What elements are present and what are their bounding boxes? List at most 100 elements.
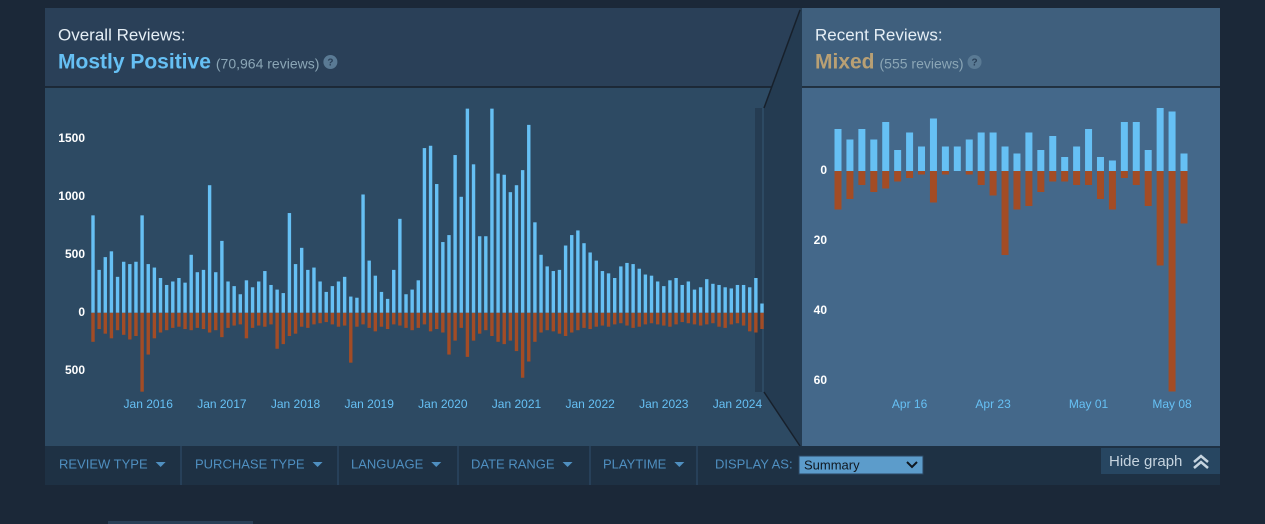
- bar: [214, 312, 218, 331]
- bar: [398, 218, 402, 313]
- filter-label[interactable]: REVIEW TYPE: [59, 456, 148, 471]
- bar: [128, 312, 132, 340]
- x-tick-label: Jan 2019: [344, 397, 394, 411]
- zoom-connector: [764, 8, 802, 446]
- bar: [428, 312, 433, 332]
- bar: [398, 312, 402, 326]
- bar: [894, 150, 902, 171]
- bar: [929, 118, 937, 171]
- hide-graph-label[interactable]: Hide graph: [1109, 453, 1182, 470]
- bar: [164, 312, 169, 331]
- bar: [97, 312, 101, 330]
- dropdown-caret: [431, 462, 442, 467]
- bar: [238, 312, 243, 325]
- bar: [263, 312, 267, 327]
- display-select-value[interactable]: Summary: [804, 457, 860, 472]
- bar: [1120, 171, 1128, 178]
- bar: [576, 312, 580, 331]
- bar: [594, 312, 598, 327]
- help-icon[interactable]: [967, 55, 982, 69]
- bar: [220, 240, 224, 313]
- bar: [484, 236, 488, 313]
- bar: [287, 213, 292, 313]
- bar: [392, 269, 396, 313]
- bar: [563, 245, 568, 313]
- bar: [121, 261, 126, 313]
- overall-header-bg: [45, 8, 802, 87]
- bar: [250, 312, 255, 328]
- bar: [508, 312, 513, 341]
- bar: [600, 312, 605, 326]
- bar: [164, 284, 169, 313]
- help-icon[interactable]: [323, 55, 338, 69]
- bar: [1073, 171, 1081, 185]
- bar: [435, 312, 439, 330]
- footer-strip: [108, 521, 253, 524]
- bar: [625, 312, 629, 326]
- bar: [741, 284, 746, 313]
- bar: [754, 312, 758, 333]
- bar: [459, 196, 463, 313]
- bar: [1049, 136, 1057, 171]
- bar: [906, 132, 914, 171]
- filter-label[interactable]: DATE RANGE: [471, 456, 555, 471]
- bar: [232, 312, 236, 326]
- display-select[interactable]: [798, 455, 924, 475]
- filter-label[interactable]: PURCHASE TYPE: [195, 456, 305, 471]
- bar: [207, 185, 212, 313]
- bar: [870, 139, 878, 171]
- bar: [324, 291, 328, 313]
- bar: [965, 171, 973, 175]
- bar: [183, 312, 187, 330]
- bar: [152, 267, 157, 313]
- zoom-line: [763, 391, 801, 447]
- filter-label[interactable]: PLAYTIME: [603, 456, 667, 471]
- bar: [674, 278, 678, 313]
- bar: [447, 235, 451, 313]
- bar: [195, 312, 200, 328]
- bar: [514, 185, 519, 313]
- bar: [619, 266, 623, 313]
- bar: [484, 312, 488, 331]
- bar: [834, 129, 842, 171]
- bar: [238, 294, 243, 313]
- bar: [355, 297, 359, 313]
- bar: [201, 269, 206, 313]
- bar: [1108, 160, 1116, 171]
- bar: [336, 312, 341, 327]
- bar: [846, 171, 854, 199]
- bar: [207, 312, 212, 333]
- bar: [834, 171, 842, 210]
- help-mark[interactable]: ?: [971, 58, 977, 69]
- x-tick-label: May 01: [1069, 397, 1109, 411]
- bar: [1085, 129, 1093, 171]
- bar: [735, 284, 740, 313]
- bar: [158, 312, 163, 333]
- bar: [760, 303, 764, 313]
- bar: [171, 312, 175, 328]
- y-tick-label: 40: [814, 303, 828, 317]
- bar: [361, 312, 365, 325]
- bar: [422, 148, 427, 313]
- bar: [625, 262, 629, 313]
- bar: [1061, 157, 1069, 171]
- bar: [686, 312, 691, 324]
- bar: [668, 280, 672, 313]
- hide-graph-button[interactable]: [1101, 448, 1220, 474]
- bar: [201, 312, 206, 330]
- bar: [533, 312, 537, 342]
- filter-label[interactable]: LANGUAGE: [351, 456, 424, 471]
- help-mark[interactable]: ?: [327, 58, 333, 69]
- bar: [1168, 171, 1176, 392]
- x-tick-label: Jan 2023: [639, 397, 689, 411]
- bar: [870, 171, 878, 192]
- bar: [1025, 171, 1033, 206]
- bar: [612, 312, 617, 325]
- bar: [373, 275, 378, 313]
- bar: [1037, 171, 1045, 192]
- bar: [846, 139, 854, 171]
- bar: [140, 312, 144, 392]
- bar: [312, 267, 316, 313]
- bar: [152, 312, 157, 339]
